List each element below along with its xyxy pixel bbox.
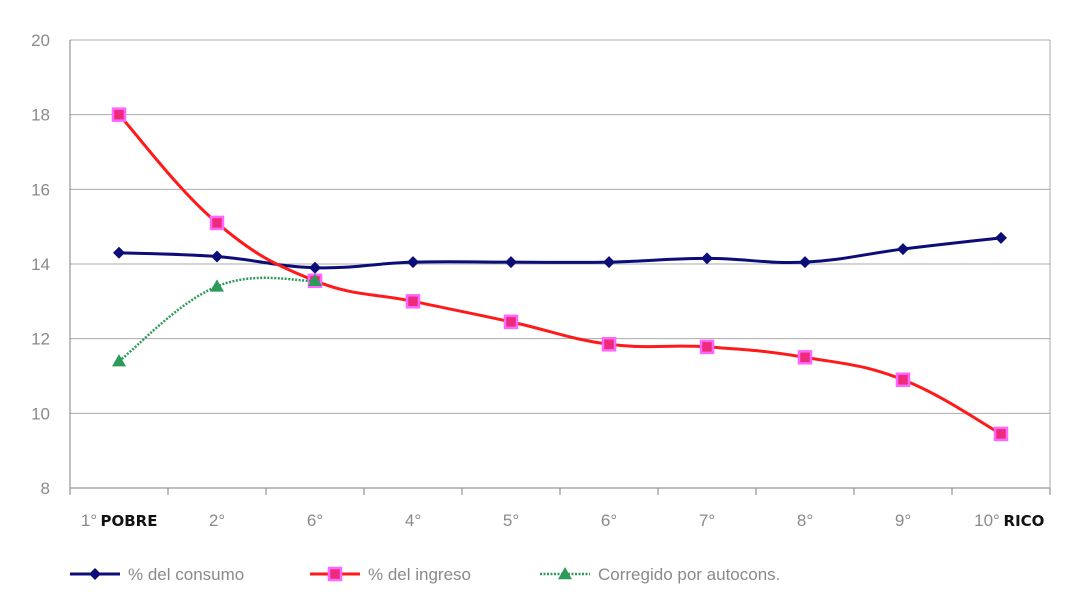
square-marker	[699, 339, 715, 355]
diamond-marker	[701, 252, 713, 265]
square-marker	[503, 314, 519, 330]
legend-label: Corregido por autocons.	[598, 565, 780, 584]
x-tick-label: 8°	[797, 511, 813, 530]
series-2	[112, 273, 322, 367]
x-tick-label: 6°	[601, 511, 617, 530]
legend-label: % del ingreso	[368, 565, 471, 584]
square-marker	[601, 337, 617, 352]
rich-extreme-label: RICO	[1004, 512, 1045, 530]
diamond-marker	[995, 231, 1007, 244]
legend-diamond-marker	[89, 568, 101, 580]
square-marker	[895, 372, 911, 387]
x-tick-label: 9°	[895, 511, 911, 530]
diamond-marker	[407, 256, 419, 269]
square-marker	[797, 350, 813, 365]
square-marker	[993, 426, 1009, 442]
x-tick-label: 4°	[405, 511, 421, 530]
square-marker	[209, 215, 225, 231]
series-group	[111, 107, 1009, 442]
y-tick-label: 18	[31, 106, 50, 125]
x-tick-label: 1°	[81, 511, 97, 530]
x-tick-label: 6°	[307, 511, 323, 530]
legend-item: % del consumo	[70, 565, 244, 584]
x-tick-label: 7°	[699, 511, 715, 530]
series-1	[111, 107, 1009, 442]
poor-extreme-label: POBRE	[101, 512, 158, 530]
gridlines	[69, 39, 1051, 489]
triangle-marker	[308, 273, 322, 287]
diamond-marker	[603, 256, 615, 269]
diamond-marker	[897, 243, 909, 256]
series-line	[118, 236, 1002, 270]
y-tick-label: 12	[31, 330, 50, 349]
series-line	[117, 113, 1002, 436]
square-marker	[111, 107, 127, 122]
y-axis-ticks: 8 10 12 14 16 18 20	[31, 31, 50, 498]
diamond-marker	[309, 261, 321, 274]
x-axis	[69, 488, 1051, 495]
legend: % del consumo % del ingreso Corregido por …	[70, 565, 780, 584]
x-tick-label: 2°	[209, 511, 225, 530]
y-tick-label: 20	[31, 31, 50, 50]
diamond-marker	[505, 256, 517, 269]
y-tick-label: 8	[41, 479, 50, 498]
legend-triangle-marker	[558, 567, 572, 580]
legend-square-marker	[327, 566, 343, 582]
diamond-marker	[799, 256, 811, 269]
legend-item: % del ingreso	[310, 565, 471, 584]
diamond-marker	[113, 246, 125, 259]
triangle-marker	[112, 354, 126, 367]
y-tick-label: 14	[31, 255, 50, 274]
legend-label: % del consumo	[128, 565, 244, 584]
legend-item: Corregido por autocons.	[540, 565, 780, 584]
y-tick-label: 10	[31, 404, 50, 423]
series-0	[113, 231, 1007, 274]
x-axis-ticks: 1° 2° 6° 4° 5° 6° 7° 8° 9° 10° POBRE RICO	[81, 511, 1045, 530]
diamond-marker	[211, 250, 223, 263]
x-tick-label: 5°	[503, 511, 519, 530]
triangle-marker	[210, 279, 224, 292]
square-marker	[405, 294, 421, 309]
y-tick-label: 16	[31, 180, 50, 199]
x-tick-label: 10°	[974, 511, 1000, 530]
